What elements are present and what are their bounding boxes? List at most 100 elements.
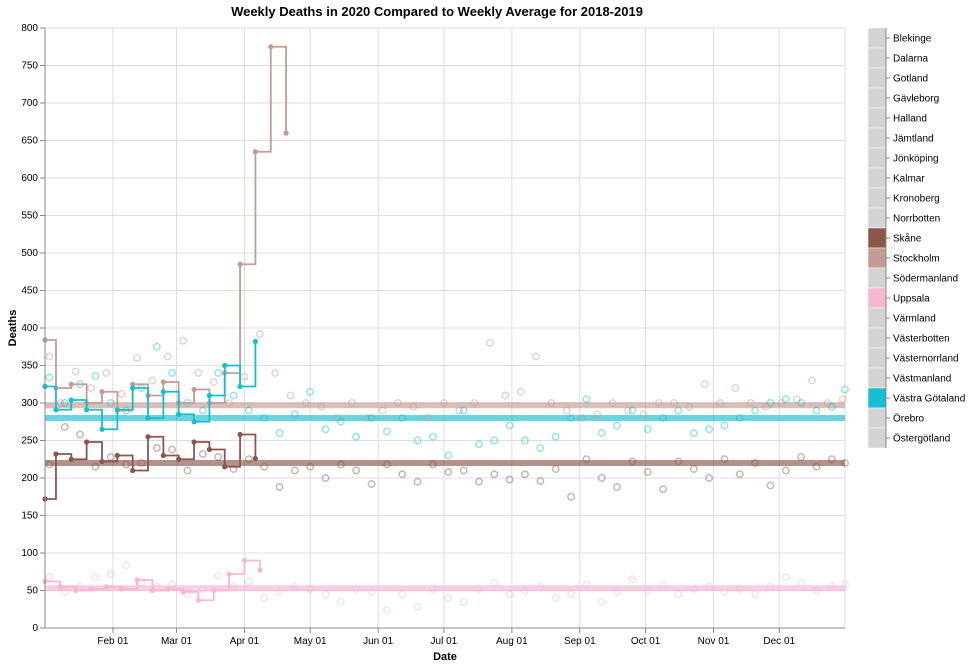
scatter-point-stockholm	[439, 399, 448, 407]
scatter-point-uppsala	[674, 590, 683, 599]
y-tick-label: 350	[21, 361, 38, 372]
scatter-point-uppsala	[229, 582, 238, 591]
scatter-point-uppsala	[643, 586, 652, 595]
weekly-point-uppsala	[257, 567, 263, 573]
scatter-point-uppsala	[444, 594, 453, 602]
scatter-point-sk-ne	[689, 465, 698, 473]
scatter-point-v-stra-g-taland	[797, 399, 806, 407]
scatter-point-stockholm	[516, 387, 525, 396]
weekly-point-v-stra-g-taland	[222, 362, 228, 369]
scatter-point-v-stra-g-taland	[689, 429, 698, 437]
legend-swatch	[867, 227, 887, 249]
weekly-point-stockholm	[252, 149, 259, 155]
scatter-point-v-stra-g-taland	[582, 395, 591, 404]
scatter-point-uppsala	[306, 585, 315, 593]
scatter-point-v-stra-g-taland	[781, 395, 790, 404]
scatter-point-v-stra-g-taland	[244, 406, 253, 415]
scatter-point-stockholm	[624, 406, 632, 415]
legend-swatch	[867, 187, 887, 209]
scatter-point-stockholm	[654, 399, 663, 407]
scatter-point-sk-ne	[781, 466, 790, 475]
scatter-point-stockholm	[547, 399, 556, 407]
scatter-point-uppsala	[751, 590, 760, 599]
scatter-point-v-stra-g-taland	[45, 373, 54, 382]
scatter-point-v-stra-g-taland	[260, 414, 269, 422]
scatter-point-uppsala	[260, 594, 269, 602]
weekly-point-stockholm	[160, 379, 166, 385]
scatter-point-v-stra-g-taland	[198, 406, 207, 415]
scatter-point-sk-ne	[582, 455, 591, 464]
scatter-point-v-stra-g-taland	[521, 436, 529, 445]
scatter-point-uppsala	[659, 580, 668, 589]
scatter-point-sk-ne	[275, 483, 284, 491]
scatter-point-uppsala	[551, 594, 560, 602]
scatter-point-uppsala	[613, 588, 622, 596]
scatter-point-uppsala	[336, 597, 345, 606]
scatter-point-sk-ne	[137, 459, 146, 467]
scatter-point-sk-ne	[60, 423, 69, 431]
scatter-point-v-stra-g-taland	[827, 402, 836, 411]
scatter-point-stockholm	[593, 410, 602, 419]
scatter-point-v-stra-g-taland	[428, 432, 437, 441]
legend-label: Värmland	[893, 314, 936, 325]
x-tick-label: Dec 01	[763, 636, 795, 647]
scatter-point-stockholm	[409, 402, 418, 411]
scatter-point-stockholm	[532, 352, 540, 361]
legend-label: Dalarna	[893, 54, 928, 65]
scatter-point-v-stra-g-taland	[705, 425, 714, 434]
scatter-point-sk-ne	[751, 459, 760, 467]
scatter-point-stockholm	[685, 402, 694, 411]
legend-swatch	[867, 167, 887, 189]
scatter-point-uppsala	[290, 582, 299, 591]
scatter-point-v-stra-g-taland	[367, 414, 376, 422]
scatter-point-stockholm	[87, 384, 95, 392]
scatter-point-stockholm	[670, 399, 678, 407]
legend-label: Jönköping	[893, 154, 939, 165]
scatter-point-stockholm	[485, 339, 494, 347]
weekly-point-v-stra-g-taland	[130, 385, 136, 391]
legend-swatch	[867, 267, 887, 289]
scatter-point-v-stra-g-taland	[613, 421, 622, 430]
scatter-point-v-stra-g-taland	[352, 432, 361, 441]
scatter-point-uppsala	[521, 586, 529, 595]
weekly-point-stockholm	[130, 381, 136, 387]
scatter-point-v-stra-g-taland	[536, 444, 545, 452]
scatter-point-stockholm	[562, 406, 571, 415]
weekly-point-stockholm	[268, 44, 274, 50]
scatter-point-v-stra-g-taland	[735, 414, 744, 422]
y-tick-label: 250	[21, 436, 38, 447]
scatter-point-v-stra-g-taland	[841, 385, 849, 394]
scatter-point-uppsala	[106, 570, 115, 578]
weekly-line-stockholm	[45, 45, 287, 412]
weekly-point-stockholm	[283, 130, 289, 136]
scatter-point-stockholm	[286, 391, 295, 400]
scatter-point-uppsala	[505, 590, 514, 599]
scatter-point-stockholm	[762, 402, 771, 411]
weekly-point-uppsala	[165, 586, 171, 592]
scatter-point-stockholm	[838, 395, 847, 404]
scatter-point-stockholm	[194, 369, 203, 377]
scatter-point-uppsala	[214, 571, 223, 580]
weekly-point-uppsala	[57, 584, 63, 590]
scatter-point-sk-ne	[45, 460, 54, 469]
scatter-point-sk-ne	[536, 477, 545, 485]
weekly-point-v-stra-g-taland	[191, 419, 197, 425]
scatter-point-v-stra-g-taland	[214, 369, 223, 377]
x-tick-label: Feb 01	[97, 636, 129, 647]
scatter-point-sk-ne	[705, 474, 714, 482]
y-tick-label: 600	[21, 173, 38, 184]
scatter-point-stockholm	[731, 384, 740, 392]
scatter-point-stockholm	[209, 378, 218, 386]
scatter-point-uppsala	[812, 586, 821, 595]
scatter-point-sk-ne	[674, 457, 683, 466]
y-tick-label: 550	[21, 211, 38, 222]
weekly-point-v-stra-g-taland	[160, 389, 166, 395]
scatter-point-v-stra-g-taland	[290, 410, 299, 419]
weekly-point-v-stra-g-taland	[176, 411, 182, 417]
weekly-point-sk-ne	[53, 451, 59, 457]
scatter-point-uppsala	[490, 579, 499, 587]
scatter-point-stockholm	[179, 336, 188, 345]
scatter-point-stockholm	[71, 367, 80, 376]
scatter-point-stockholm	[455, 406, 464, 415]
